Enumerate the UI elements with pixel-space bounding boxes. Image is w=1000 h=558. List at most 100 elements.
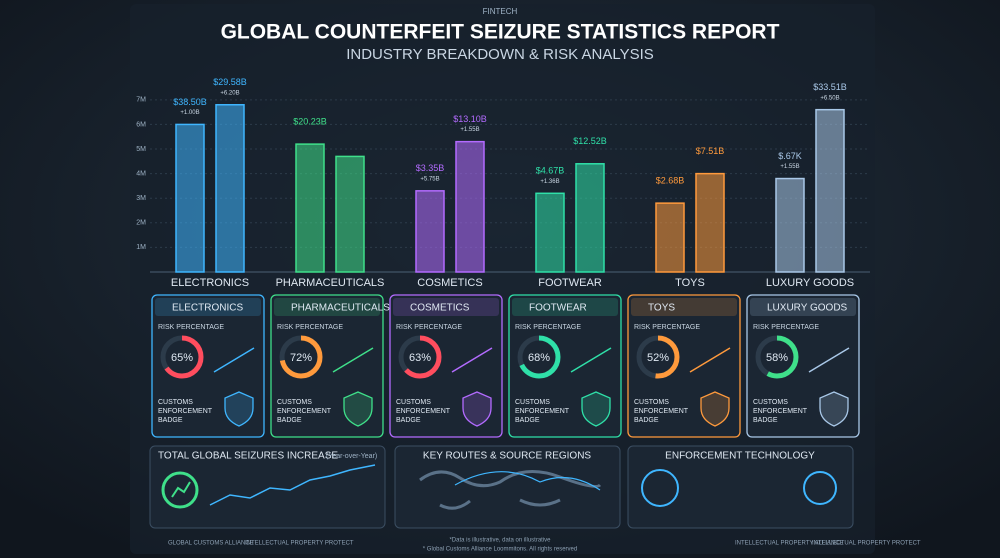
card-header bbox=[155, 298, 261, 316]
badge-label: ENFORCEMENT bbox=[515, 408, 570, 415]
badge-label: ENFORCEMENT bbox=[396, 408, 451, 415]
badge-label: BADGE bbox=[277, 417, 302, 424]
badge-label: BADGE bbox=[753, 417, 778, 424]
card bbox=[627, 294, 741, 438]
risk-label: RISK PERCENTAGE bbox=[277, 324, 343, 331]
risk-label: RISK PERCENTAGE bbox=[753, 324, 819, 331]
card-header bbox=[393, 298, 499, 316]
badge-label: ENFORCEMENT bbox=[753, 408, 808, 415]
card bbox=[151, 294, 265, 438]
gauge-label: 63% bbox=[409, 352, 431, 364]
footer-logo: INTELLECTUAL PROPERTY ALLIANCE bbox=[735, 541, 844, 547]
route bbox=[454, 471, 601, 491]
bar bbox=[575, 163, 605, 273]
bar-sublabel: +1.55B bbox=[460, 127, 479, 133]
icon bbox=[161, 471, 199, 509]
y-tick-label: 2M bbox=[136, 220, 146, 227]
panel-note: (Year-over-Year) bbox=[326, 453, 377, 460]
badge-label: ENFORCEMENT bbox=[634, 408, 689, 415]
badge bbox=[700, 391, 730, 427]
gauge bbox=[517, 335, 561, 379]
risk-label: RISK PERCENTAGE bbox=[515, 324, 581, 331]
y-tick-label: 3M bbox=[136, 195, 146, 202]
gauge-label: 52% bbox=[647, 352, 669, 364]
mini-trend bbox=[689, 347, 731, 373]
gauge-label: 68% bbox=[528, 352, 550, 364]
bar-label: $2.68B bbox=[656, 176, 685, 186]
badge-label: ENFORCEMENT bbox=[277, 408, 332, 415]
badge bbox=[581, 391, 611, 427]
mini-trend bbox=[570, 347, 612, 373]
bar-label: $3.35B bbox=[416, 163, 445, 173]
bar bbox=[815, 108, 845, 273]
footer-logo: INTELLECTUAL PROPERTY PROTECT bbox=[245, 541, 354, 547]
bar-label: $29.58B bbox=[213, 77, 247, 87]
bar bbox=[295, 143, 325, 273]
chart: 1M 2M 3M 4M 5M 6M 7M ELECTRONICS $38.50B +1.00B $2… bbox=[136, 77, 870, 289]
badge bbox=[819, 391, 849, 427]
icon bbox=[171, 481, 191, 498]
gauge-label: 65% bbox=[171, 352, 193, 364]
bar-sublabel: +6.20B bbox=[220, 90, 239, 96]
x-tick-label: ELECTRONICS bbox=[171, 277, 249, 289]
bar bbox=[535, 192, 565, 273]
mini-trend bbox=[213, 347, 255, 373]
bar bbox=[175, 123, 205, 273]
x-tick-label: PHARMACEUTICALS bbox=[276, 277, 385, 289]
badge-label: BADGE bbox=[396, 417, 421, 424]
card bbox=[270, 294, 384, 438]
bar-label: $33.51B bbox=[813, 82, 847, 92]
gauge bbox=[160, 335, 204, 379]
icon bbox=[803, 471, 837, 505]
card-title: ELECTRONICS bbox=[172, 303, 243, 314]
risk-label: RISK PERCENTAGE bbox=[634, 324, 700, 331]
icon bbox=[641, 469, 679, 507]
badge bbox=[343, 391, 373, 427]
bar-label: $12.52B bbox=[573, 136, 607, 146]
footer-note: *Data is illustrative, data on illustrat… bbox=[449, 538, 551, 544]
gauge-label: 58% bbox=[766, 352, 788, 364]
y-tick-label: 1M bbox=[136, 244, 146, 251]
risk-label: RISK PERCENTAGE bbox=[158, 324, 224, 331]
gauge bbox=[398, 335, 442, 379]
card-title: LUXURY GOODS bbox=[767, 303, 848, 314]
bar-label: $38.50B bbox=[173, 97, 207, 107]
bar-sublabel: +1.55B bbox=[780, 164, 799, 170]
bar-label: $20.23B bbox=[293, 116, 327, 126]
x-tick-label: LUXURY GOODS bbox=[766, 277, 854, 289]
gauge bbox=[755, 335, 799, 379]
card bbox=[508, 294, 622, 438]
card-header bbox=[274, 298, 380, 316]
y-tick-label: 5M bbox=[136, 146, 146, 153]
bar-sublabel: +6.50B bbox=[820, 95, 839, 101]
card-header bbox=[512, 298, 618, 316]
x-tick-label: COSMETICS bbox=[417, 277, 482, 289]
bar bbox=[455, 140, 485, 273]
trend-line bbox=[209, 464, 376, 506]
gauge bbox=[636, 335, 680, 379]
bar-sublabel: +5.75B bbox=[420, 176, 439, 182]
panel bbox=[627, 445, 854, 529]
cards: ELECTRONICS RISK PERCENTAGE 65% CUSTOMS ENFO… bbox=[151, 294, 860, 438]
card bbox=[746, 294, 860, 438]
mini-trend bbox=[332, 347, 374, 373]
panel-title: ENFORCEMENT TECHNOLOGY bbox=[665, 451, 815, 462]
badge bbox=[462, 391, 492, 427]
bar-label: $.67K bbox=[778, 151, 802, 161]
badge-label: BADGE bbox=[158, 417, 183, 424]
panel-title: KEY ROUTES & SOURCE REGIONS bbox=[423, 451, 592, 462]
subtitle: INDUSTRY BREAKDOWN & RISK ANALYSIS bbox=[346, 46, 654, 63]
bar-label: $7.51B bbox=[696, 146, 725, 156]
bar bbox=[415, 190, 445, 273]
map bbox=[419, 470, 602, 510]
gauge bbox=[279, 335, 323, 379]
card-header bbox=[750, 298, 856, 316]
card bbox=[389, 294, 503, 438]
badge-label: BADGE bbox=[515, 417, 540, 424]
mini-trend bbox=[808, 347, 850, 373]
badge-label: CUSTOMS bbox=[396, 399, 431, 406]
badge-label: CUSTOMS bbox=[158, 399, 193, 406]
panel-title: TOTAL GLOBAL SEIZURES INCREASE bbox=[158, 451, 338, 462]
badge-label: CUSTOMS bbox=[753, 399, 788, 406]
